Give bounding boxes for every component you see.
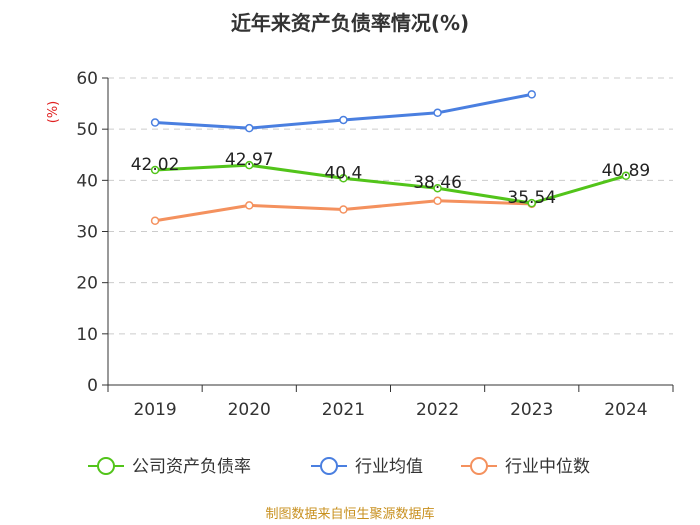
data-label: 42.02 (131, 155, 180, 175)
x-tick-label: 2021 (322, 400, 365, 420)
legend-label: 行业均值 (355, 457, 423, 477)
chart-title: 近年来资产负债率情况(%) (231, 11, 469, 35)
y-tick-label: 40 (76, 171, 98, 191)
legend-label: 公司资产负债率 (132, 457, 251, 477)
data-point (527, 90, 536, 99)
data-point (433, 183, 442, 193)
data-point (150, 118, 160, 127)
data-point (339, 174, 348, 183)
data-point (339, 205, 348, 214)
y-tick-label: 30 (76, 223, 98, 243)
data-point (433, 108, 442, 118)
y-tick-label: 10 (76, 325, 98, 345)
data-label: 38.46 (413, 173, 462, 193)
axes: 0 10 20 30 40 50 60 2019 2020 2021 2022 2023 2024 (76, 69, 674, 420)
y-tick-label: 20 (76, 274, 98, 294)
data-point (150, 165, 160, 175)
series-line (155, 163, 627, 205)
data-point (150, 216, 160, 226)
x-tick-label: 2019 (133, 400, 176, 420)
data-point (527, 198, 536, 208)
series-layer (150, 90, 631, 226)
legend-label: 行业中位数 (505, 457, 590, 477)
data-labels: 42.02 42.97 40.4 38.46 35.54 40.89 (131, 150, 651, 208)
x-tick-label: 2022 (416, 400, 459, 420)
legend-swatch-marker (320, 457, 338, 475)
source-note: 制图数据来自恒生聚源数据库 (265, 506, 434, 522)
legend-swatch-marker (470, 457, 488, 475)
data-label: 40.4 (324, 163, 362, 183)
data-label: 35.54 (507, 188, 556, 208)
data-point (245, 123, 254, 133)
data-point (245, 160, 254, 170)
y-tick-label: 50 (76, 120, 98, 140)
x-tick-label: 2024 (604, 400, 647, 420)
data-point (339, 115, 348, 125)
legend: 公司资产负债率 行业均值 行业中位数 (88, 457, 590, 477)
x-tick-label: 2023 (510, 400, 553, 420)
data-point (621, 171, 631, 181)
data-label: 42.97 (225, 150, 274, 170)
data-point (245, 201, 254, 210)
data-point (433, 196, 442, 206)
y-tick-label: 60 (76, 69, 98, 89)
legend-swatch-marker (97, 457, 115, 475)
y-axis-unit: (%) (46, 101, 61, 124)
x-tick-label: 2020 (228, 400, 271, 420)
y-tick-label: 0 (87, 376, 98, 396)
data-label: 40.89 (602, 161, 651, 181)
